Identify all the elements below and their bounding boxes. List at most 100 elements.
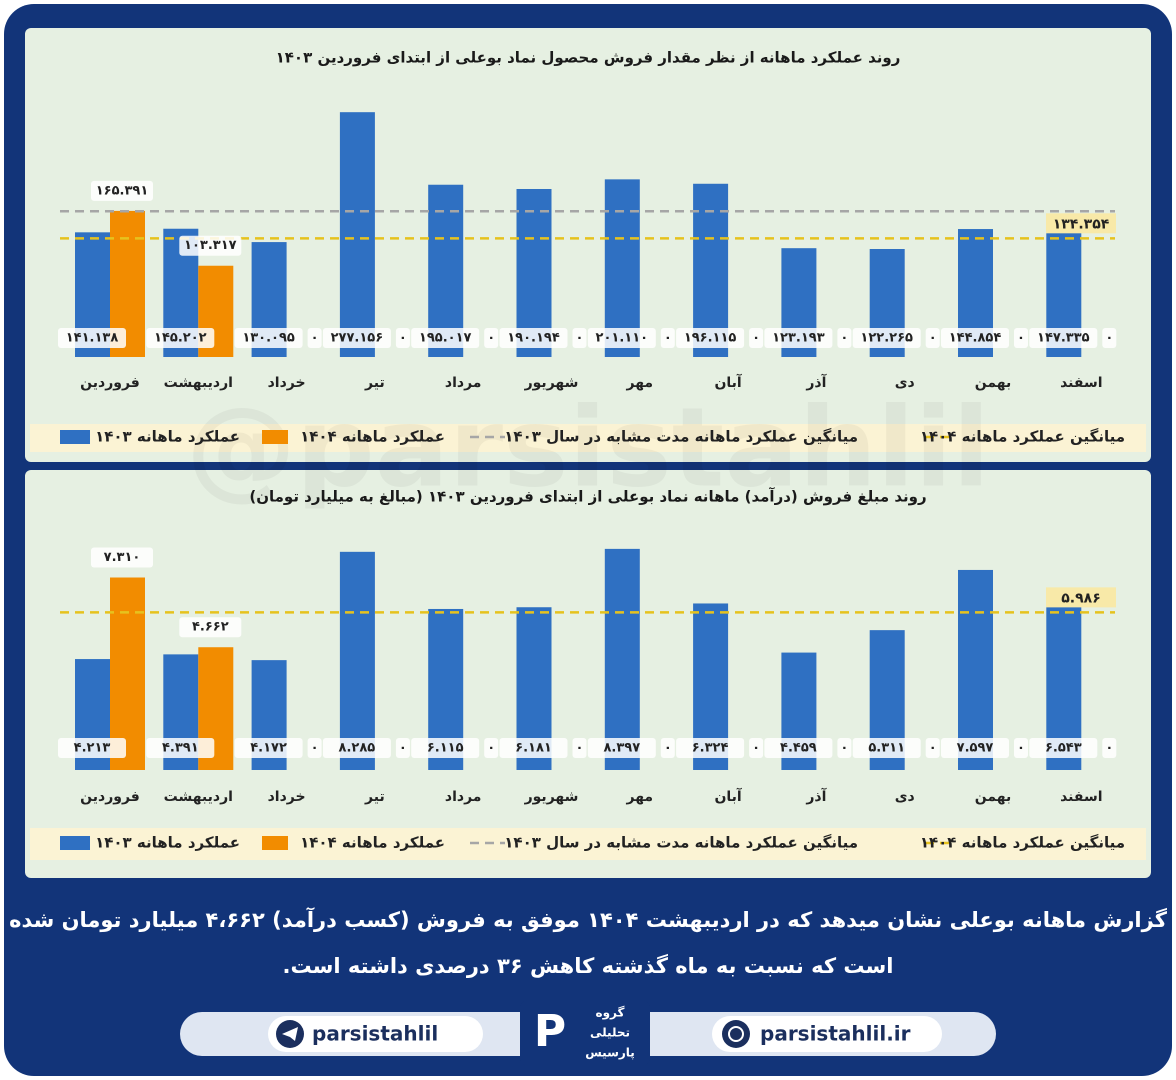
label-bg xyxy=(764,328,833,348)
summary: گزارش ماهانه بوعلی نشان میدهد که در اردی… xyxy=(9,907,1168,978)
legend-swatch xyxy=(60,836,90,850)
x-tick-label: مرداد xyxy=(445,375,482,391)
label-bg xyxy=(764,738,833,758)
label-bg xyxy=(1102,738,1117,758)
x-tick-label: شهریور xyxy=(524,375,579,391)
value-label: ۸.۲۸۵ xyxy=(339,741,376,756)
value-label: ۷.۵۹۷ xyxy=(957,741,994,756)
x-tick-label: آبان xyxy=(714,373,742,391)
value-label: ۰ xyxy=(399,331,407,346)
x-tick-label: دی xyxy=(895,375,915,391)
value-label: ۰ xyxy=(1105,741,1113,756)
value-label: ۱۹۰.۱۹۴ xyxy=(507,331,560,346)
legend-label: عملکرد ماهانه ۱۴۰۳ xyxy=(95,834,240,852)
label-bg xyxy=(179,235,242,256)
x-tick-label: آبان xyxy=(714,787,742,805)
label-bg xyxy=(234,738,303,758)
value-label: ۵.۳۱۱ xyxy=(868,741,905,756)
value-label: ۰ xyxy=(929,331,937,346)
footer-bar: parsistahlil parsistahlil.ir P گروه تحلی… xyxy=(180,1000,996,1066)
x-tick-label: بهمن xyxy=(975,789,1011,805)
value-label: ۰ xyxy=(840,331,848,346)
label-bg xyxy=(852,738,921,758)
value-label: ۰ xyxy=(840,741,848,756)
x-tick-label: خرداد xyxy=(268,789,306,805)
bar xyxy=(339,112,375,357)
value-label: ۱۰۳.۳۱۷ xyxy=(184,238,237,253)
pill xyxy=(712,1016,942,1052)
x-tick-label: تیر xyxy=(364,789,385,805)
legend-label: عملکرد ماهانه ۱۴۰۴ xyxy=(300,834,445,852)
label-bg xyxy=(852,328,921,348)
value-label: ۱۳۰.۰۹۵ xyxy=(242,331,295,346)
value-label: ۲۷۷.۱۵۶ xyxy=(331,331,384,346)
x-tick-label: فروردین xyxy=(80,375,140,391)
website: parsistahlil.ir xyxy=(760,1022,911,1046)
legend-strip-2 xyxy=(30,828,1146,860)
legend-label: میانگین عملکرد ماهانه ۱۴۰۴ xyxy=(920,428,1125,446)
value-label: ۱۴۴.۸۵۴ xyxy=(949,331,1002,346)
value-label: ۱۹۶.۱۱۵ xyxy=(684,331,737,346)
value-label: ۱۲۳.۱۹۳ xyxy=(772,331,825,346)
label-bg xyxy=(587,328,656,348)
panel-1 xyxy=(25,28,1151,462)
legend-swatch xyxy=(262,836,288,850)
label-bg xyxy=(1014,328,1028,348)
logo-text: گروه xyxy=(596,1006,625,1021)
pill xyxy=(268,1016,483,1052)
value-label: ۰ xyxy=(929,741,937,756)
label-bg xyxy=(484,738,499,758)
bar xyxy=(604,179,640,357)
chart-title: روند مبلغ فروش (درآمد) ماهانه نماد بوعلی… xyxy=(249,488,926,506)
summary-line: گزارش ماهانه بوعلی نشان میدهد که در اردی… xyxy=(9,907,1168,932)
label-bg xyxy=(411,328,480,348)
value-label: ۰ xyxy=(576,331,584,346)
value-label: ۶.۱۱۵ xyxy=(427,741,464,756)
label-bg xyxy=(499,738,568,758)
bar xyxy=(604,548,640,770)
telegram-glyph xyxy=(282,1027,298,1041)
label-bg xyxy=(58,328,126,348)
label-bg xyxy=(307,328,322,348)
value-label: ۰ xyxy=(576,741,584,756)
logo-box xyxy=(520,1000,650,1066)
label-bg xyxy=(572,328,587,348)
label-bg xyxy=(941,738,1009,758)
label-bg xyxy=(58,738,126,758)
reference-label: ۱۳۴.۳۵۴ xyxy=(1053,216,1110,232)
bar xyxy=(110,577,145,770)
logo-mark: P xyxy=(534,1006,566,1057)
label-bg xyxy=(322,738,391,758)
x-tick-label: اردیبهشت xyxy=(164,375,233,391)
legend-label: میانگین عملکرد ماهانه مدت مشابه در سال ۱… xyxy=(504,834,858,852)
value-label: ۱۴۵.۲۰۲ xyxy=(154,331,207,346)
value-label: ۰ xyxy=(752,741,760,756)
label-bg xyxy=(660,328,675,348)
value-label: ۰ xyxy=(752,331,760,346)
label-bg xyxy=(749,328,764,348)
label-bg xyxy=(749,738,764,758)
label-bg xyxy=(676,738,745,758)
value-label: ۶.۳۲۴ xyxy=(692,741,729,756)
label-bg xyxy=(925,328,940,348)
bar xyxy=(958,569,993,770)
legend-label: عملکرد ماهانه ۱۴۰۳ xyxy=(95,428,240,446)
x-tick-label: مهر xyxy=(625,789,653,805)
watermark: @parsistahlil xyxy=(186,383,990,511)
label-bg xyxy=(322,328,391,348)
logo-text: پارسیس xyxy=(585,1046,635,1060)
value-label: ۴.۳۹۱ xyxy=(162,741,199,756)
x-tick-label: مهر xyxy=(625,375,653,391)
legend-strip-1 xyxy=(30,424,1146,452)
label-bg xyxy=(1029,328,1098,348)
label-bg xyxy=(395,738,410,758)
x-tick-label: آذر xyxy=(805,373,827,391)
label-bg xyxy=(411,738,480,758)
panel-2 xyxy=(25,470,1151,878)
label-bg xyxy=(234,328,303,348)
label-bg xyxy=(307,738,322,758)
label-bg xyxy=(395,328,410,348)
value-label: ۱۲۲.۲۶۵ xyxy=(860,331,913,346)
value-label: ۰ xyxy=(664,331,672,346)
